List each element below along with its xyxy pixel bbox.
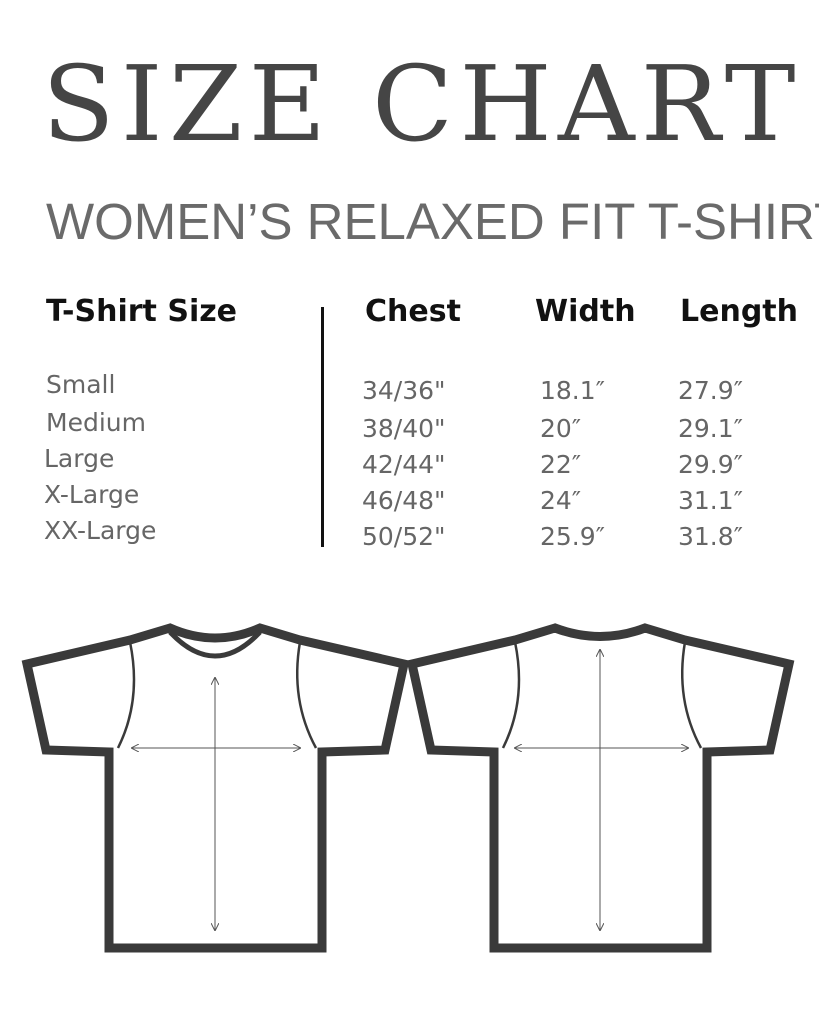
- cell-chest: 38/40": [362, 414, 446, 443]
- cell-size: X-Large: [44, 480, 140, 509]
- cell-length: 27.9″: [678, 376, 744, 405]
- cell-length: 29.1″: [678, 414, 744, 443]
- cell-chest: 50/52": [362, 522, 446, 551]
- header-chest: Chest: [365, 294, 461, 329]
- cell-size: Large: [44, 444, 115, 473]
- cell-length: 31.1″: [678, 486, 744, 515]
- header-width: Width: [535, 294, 636, 329]
- cell-size: Medium: [46, 408, 146, 437]
- cell-width: 22″: [540, 450, 582, 479]
- header-size: T-Shirt Size: [46, 294, 238, 329]
- page-subtitle: WOMEN’S RELAXED FIT T-SHIRT: [46, 193, 819, 250]
- tshirt-front-icon: [21, 623, 410, 953]
- cell-length: 29.9″: [678, 450, 744, 479]
- cell-width: 24″: [540, 486, 582, 515]
- cell-chest: 42/44": [362, 450, 446, 479]
- page-title: SIZE CHART: [42, 43, 802, 165]
- header-length: Length: [680, 294, 798, 329]
- column-divider: [321, 307, 324, 547]
- cell-size: XX-Large: [44, 516, 157, 545]
- cell-width: 18.1″: [540, 376, 606, 405]
- cell-chest: 34/36": [362, 376, 446, 405]
- cell-width: 25.9″: [540, 522, 606, 551]
- cell-chest: 46/48": [362, 486, 446, 515]
- cell-width: 20″: [540, 414, 582, 443]
- cell-size: Small: [46, 370, 116, 399]
- tshirt-back-icon: [406, 623, 795, 953]
- cell-length: 31.8″: [678, 522, 744, 551]
